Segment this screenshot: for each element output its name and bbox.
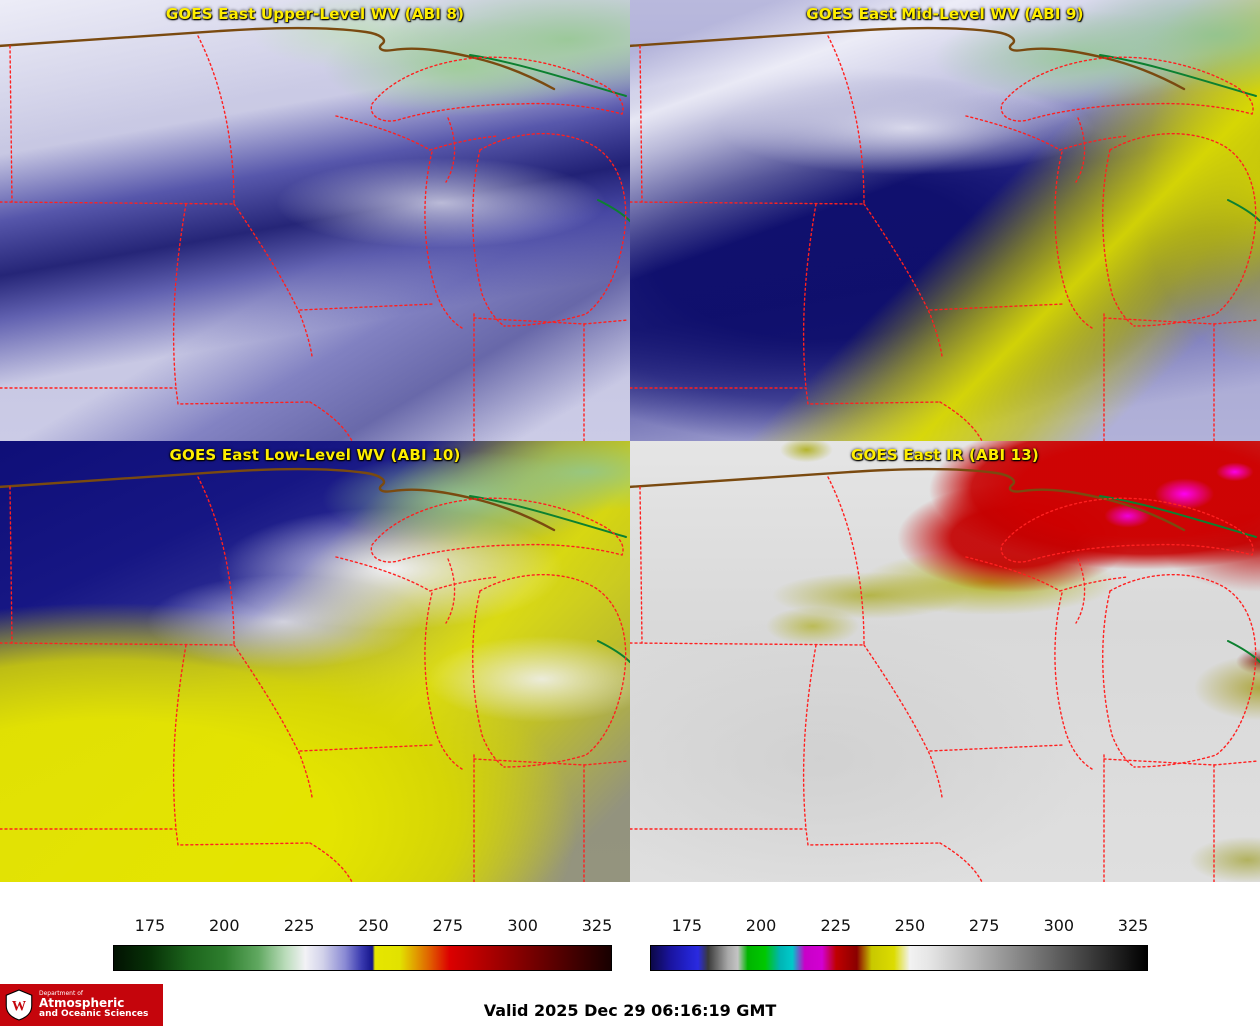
satellite-image-abi8 xyxy=(0,0,630,441)
colorbar-ir-ticks: 175 200 225 250 275 300 325 xyxy=(650,916,1149,936)
tick-label: 250 xyxy=(358,916,389,935)
tick-label: 275 xyxy=(432,916,464,935)
tick-label: 325 xyxy=(581,916,613,935)
footer: 175 200 225 250 275 300 325 175 200 225 … xyxy=(0,882,1260,1027)
tick-label: 325 xyxy=(1117,916,1149,935)
colorbar-wv: 175 200 225 250 275 300 325 xyxy=(113,916,612,971)
colorbar-wv-gradient xyxy=(113,945,612,971)
tick-label: 300 xyxy=(1043,916,1075,935)
tick-label: 200 xyxy=(745,916,777,935)
tick-label: 175 xyxy=(671,916,703,935)
panel-mid-level-wv: GOES East Mid-Level WV (ABI 9) xyxy=(630,0,1260,441)
panel-low-level-wv: GOES East Low-Level WV (ABI 10) xyxy=(0,441,630,882)
panel-ir: GOES East IR (ABI 13) xyxy=(630,441,1260,882)
logo-dept-line: Department of xyxy=(39,989,83,997)
logo-name-line2: and Oceanic Sciences xyxy=(39,1008,149,1019)
tick-label: 250 xyxy=(894,916,926,935)
panel-upper-level-wv: GOES East Upper-Level WV (ABI 8) xyxy=(0,0,630,441)
tick-label: 225 xyxy=(283,916,315,935)
logo-text: Department of Atmospheric and Oceanic Sc… xyxy=(39,989,149,1019)
tick-label: 275 xyxy=(968,916,1000,935)
svg-text:W: W xyxy=(12,998,27,1014)
tick-label: 225 xyxy=(820,916,852,935)
colorbar-wv-ticks: 175 200 225 250 275 300 325 xyxy=(113,916,613,936)
colorbar-ir-gradient xyxy=(650,945,1148,971)
logo-name-line1: Atmospheric xyxy=(39,996,125,1011)
colorbar-ir: 175 200 225 250 275 300 325 xyxy=(650,916,1148,971)
uw-crest-icon: W xyxy=(5,989,33,1021)
satellite-grid: GOES East Upper-Level WV (ABI 8) xyxy=(0,0,1260,882)
valid-time: Valid 2025 Dec 29 06:16:19 GMT xyxy=(483,1001,777,1020)
tick-label: 300 xyxy=(507,916,538,935)
satellite-image-abi13 xyxy=(630,441,1260,882)
tick-label: 200 xyxy=(208,916,240,935)
tick-label: 175 xyxy=(134,916,166,935)
satellite-image-abi9 xyxy=(630,0,1260,441)
uw-aos-logo: W Department of Atmospheric and Oceanic … xyxy=(0,984,163,1026)
satellite-image-abi10 xyxy=(0,441,630,882)
